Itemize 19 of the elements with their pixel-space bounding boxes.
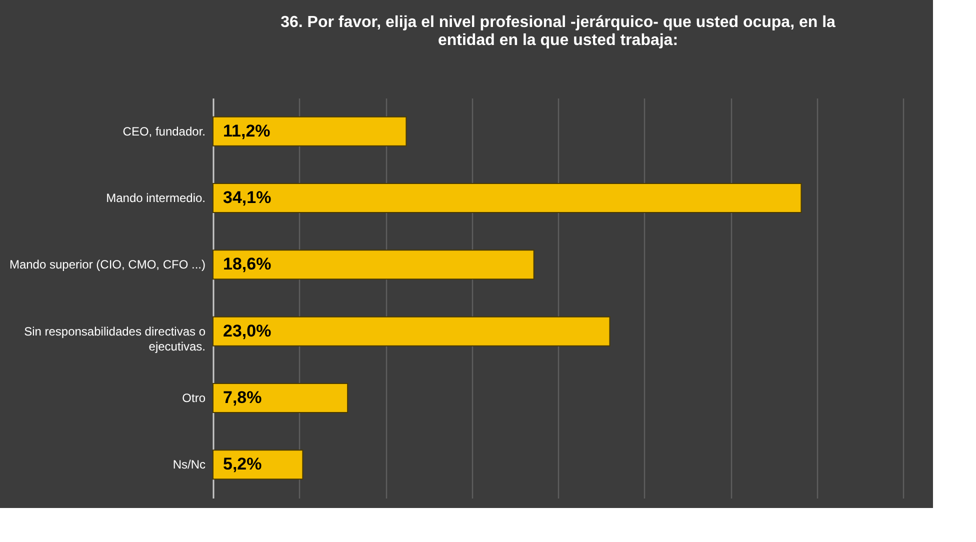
- data-label: 34,1%: [223, 188, 272, 207]
- y-tick-label: Otro: [182, 391, 206, 405]
- y-tick-label: Sin responsabilidades directivas o ejecutivas.: [24, 324, 206, 354]
- data-label: 18,6%: [223, 254, 272, 274]
- bar: [212, 116, 407, 146]
- bar: [212, 450, 304, 480]
- bar: [212, 383, 348, 413]
- bar: [212, 250, 534, 280]
- bar: [212, 316, 610, 346]
- y-tick-label: Mando superior (CIO, CMO, CFO ...): [9, 258, 206, 272]
- chart-title: 36. Por favor, elija el nivel profesional -jerárquico- que usted ocupa, en la entidad en la que usted trabaja:: [280, 14, 836, 49]
- y-tick-label: Ns/Nc: [172, 458, 206, 472]
- bar: [212, 183, 802, 213]
- data-label: 23,0%: [223, 321, 272, 340]
- data-label: 7,8%: [223, 388, 262, 407]
- data-label: 5,2%: [223, 454, 262, 474]
- y-tick-label: CEO, fundador.: [122, 124, 206, 138]
- y-tick-label: Mando intermedio.: [106, 191, 206, 205]
- data-label: 11,2%: [223, 121, 270, 140]
